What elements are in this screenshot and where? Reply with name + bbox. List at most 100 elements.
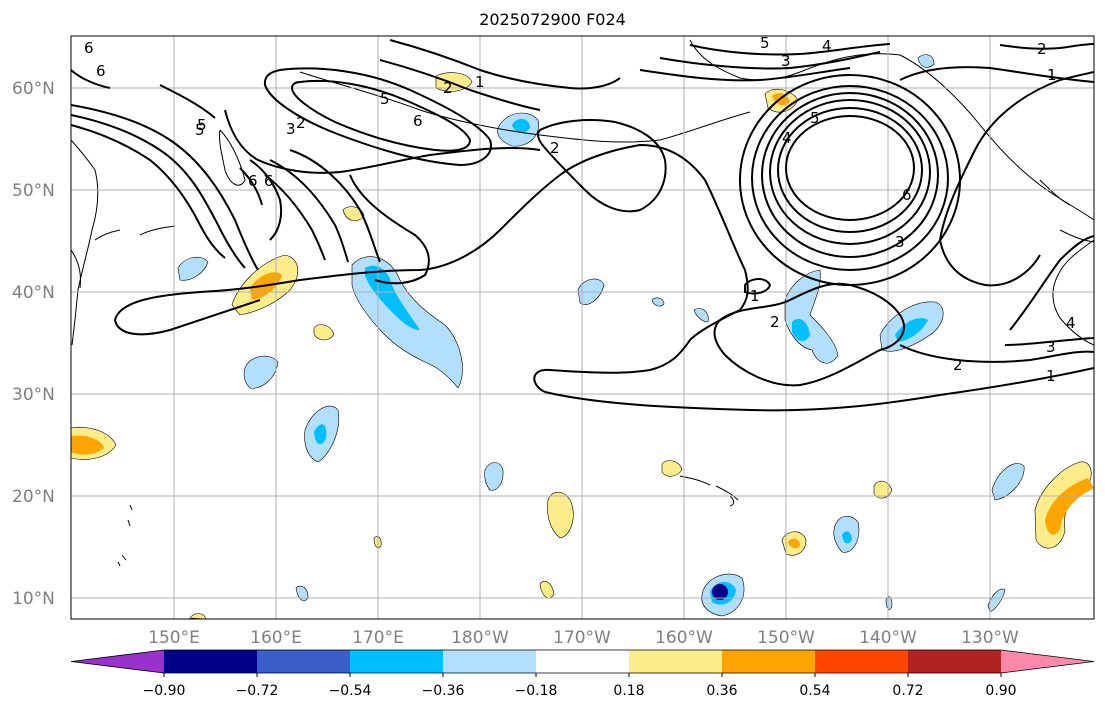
neg-blob [987, 588, 1006, 613]
colorbar-tick-label: 0.72 [892, 683, 923, 699]
contour-label: 2 [770, 313, 780, 331]
contour-label: 3 [895, 233, 905, 251]
chart-title: 2025072900 F024 [479, 10, 626, 29]
pos-blob [661, 460, 683, 477]
colorbar-tick-label: 0.54 [799, 683, 830, 699]
lon-label: 170°W [553, 628, 611, 648]
contour-label-group: 6 6 5 5 6 6 2 1 5 4 3 2 1 2 4 5 6 3 1 2 … [84, 34, 1076, 385]
contour [939, 71, 1094, 241]
contour [659, 51, 881, 70]
contour [899, 344, 1094, 363]
contour-label: 6 [96, 62, 106, 80]
lat-label: 50°N [12, 181, 55, 201]
contour-label: 2 [550, 139, 560, 157]
pos-blob [539, 581, 555, 599]
contour-label: 6 [413, 112, 423, 130]
colorbar-segment [629, 650, 723, 673]
contour-label: 5 [760, 34, 770, 52]
contour-label: 3 [781, 52, 791, 70]
contour [713, 282, 905, 387]
colorbar-tick-label: −0.72 [236, 683, 279, 699]
contour [751, 85, 949, 271]
contour [289, 149, 381, 263]
contour-label: 2 [296, 114, 306, 132]
contour [290, 79, 472, 152]
contour-label: 2 [1037, 40, 1047, 58]
contour [71, 69, 111, 89]
contour [785, 115, 915, 221]
pos-blob [71, 435, 104, 455]
contour-label: 5 [380, 90, 390, 108]
coast-alaska [689, 39, 1094, 221]
lon-label: 140°W [859, 628, 917, 648]
neg-blob [792, 318, 810, 342]
lon-label: 160°W [655, 628, 713, 648]
lon-label: 170°E [352, 628, 404, 648]
colorbar-segment [722, 650, 816, 673]
contour [249, 159, 283, 241]
colorbar-tick-label: 0.36 [706, 683, 737, 699]
contour [899, 66, 1094, 83]
coast-asia [71, 139, 99, 346]
contour-label: 5 [810, 109, 820, 127]
contour [159, 84, 216, 119]
neg-blob [917, 54, 935, 68]
pos-blob [1045, 478, 1094, 535]
pos-blob [313, 324, 335, 341]
contour-label: 5 [197, 116, 207, 134]
neg-blob [512, 118, 530, 133]
contour-label: 4 [1066, 314, 1076, 332]
contour [263, 67, 492, 167]
colorbar-tick-label: 0.18 [613, 683, 644, 699]
colorbar-tick-label: 0.90 [985, 683, 1016, 699]
contour-label: 1 [750, 287, 760, 305]
contour [777, 107, 923, 233]
contour-label: 3 [1046, 338, 1056, 356]
lat-label: 40°N [12, 283, 55, 303]
colorbar-segment [71, 650, 164, 673]
colorbar-ticks: −0.90 −0.72 −0.54 −0.36 −0.18 0.18 0.36 0.54 0.7… [143, 673, 1017, 699]
colorbar-segment [908, 650, 1002, 673]
lon-label: 130°W [961, 628, 1019, 648]
lon-label: 150°E [148, 628, 200, 648]
contour-label: 1 [1047, 66, 1057, 84]
lat-label: 30°N [12, 385, 55, 405]
contour-label: 6 [264, 172, 274, 190]
colorbar-segment [1001, 650, 1094, 673]
pos-blob [547, 492, 574, 539]
contour [264, 174, 326, 261]
contour [224, 109, 541, 174]
lat-axis: 60°N 50°N 40°N 30°N 20°N 10°N [12, 79, 55, 609]
contour [761, 92, 939, 258]
contour [939, 239, 1041, 287]
neg-blob [314, 424, 327, 445]
colorbar-tick-label: −0.54 [329, 683, 372, 699]
pos-blob [788, 538, 800, 549]
contour-lines [71, 39, 1094, 412]
colorbar-segment [350, 650, 444, 673]
colorbar-segment [164, 650, 258, 673]
colorbar-tick-label: −0.90 [143, 683, 186, 699]
neg-blob [693, 308, 709, 323]
contour-label: 4 [782, 129, 792, 147]
contour [1009, 235, 1094, 331]
contour [1004, 337, 1094, 346]
contour-label: 2 [443, 79, 453, 97]
contour-label: 6 [248, 172, 258, 190]
contour [689, 43, 891, 56]
neg-blob [243, 355, 279, 389]
neg-blob [651, 297, 665, 307]
contour-label: 6 [84, 39, 94, 57]
coast-nacoast [1052, 239, 1094, 346]
coast-kamchatka [219, 129, 246, 186]
contour-label: 2 [953, 356, 963, 374]
contour [744, 278, 772, 295]
contour-label: 1 [1046, 367, 1056, 385]
neg-blob [177, 256, 209, 281]
colorbar-segment [443, 650, 537, 673]
colorbar-segment [257, 650, 351, 673]
contour [239, 167, 263, 206]
neg-blob [991, 463, 1025, 501]
contour [114, 299, 261, 336]
contour-label: 5 [195, 121, 205, 139]
